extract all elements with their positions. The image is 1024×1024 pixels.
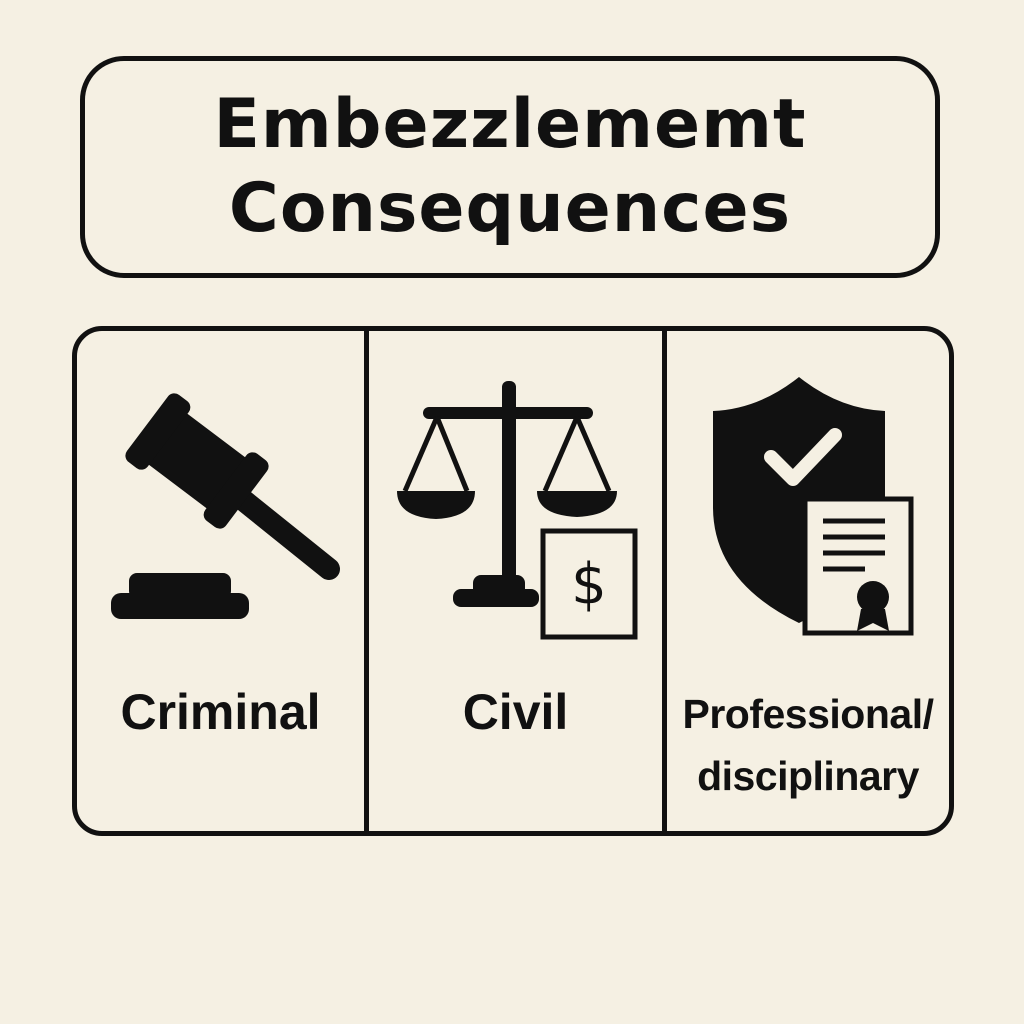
shield-certificate-icon — [713, 377, 914, 636]
scales-of-justice-icon: $ — [397, 381, 638, 640]
panel-professional-disciplinary: Professional/ disciplinary — [662, 331, 949, 831]
panel-civil: $ Civil — [364, 331, 662, 831]
label-civil: Civil — [462, 684, 569, 740]
title-line-2: Consequences — [228, 169, 792, 248]
title-box: Embezzlememt Consequences — [80, 56, 940, 278]
title-line-1: Embezzlememt — [213, 85, 807, 164]
label-criminal: Criminal — [120, 684, 321, 740]
panel-criminal: Criminal — [77, 331, 364, 831]
consequences-panels: Criminal $ Civil — [72, 326, 954, 836]
label-disciplinary: disciplinary — [697, 753, 919, 799]
label-professional: Professional/ — [682, 691, 934, 737]
gavel-icon — [111, 393, 340, 619]
label-professional-disciplinary: Professional/ disciplinary — [667, 683, 949, 807]
dollar-sign-icon: $ — [571, 552, 607, 617]
